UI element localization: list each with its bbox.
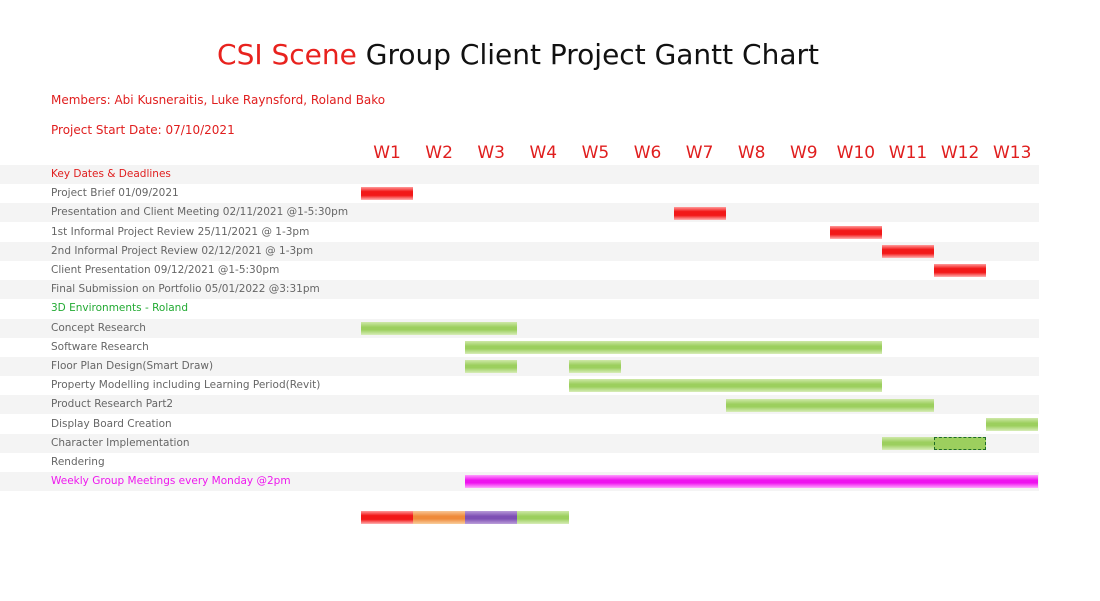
task-label: Character Implementation xyxy=(51,436,190,449)
section-label: Weekly Group Meetings every Monday @2pm xyxy=(51,475,291,488)
start-date-line: Project Start Date: 07/10/2021 xyxy=(51,123,235,137)
section-label: 3D Environments - Roland xyxy=(51,302,189,315)
gantt-bar xyxy=(725,398,935,412)
gantt-bar xyxy=(986,417,1039,431)
gantt-bar xyxy=(569,360,622,374)
title-rest: Group Client Project Gantt Chart xyxy=(356,38,819,71)
week-header: W10 xyxy=(836,143,876,163)
gantt-bar xyxy=(829,225,882,239)
gantt-bar xyxy=(465,475,1039,489)
row-background xyxy=(0,453,1039,472)
gantt-bar xyxy=(934,436,987,450)
task-label: Rendering xyxy=(51,456,105,468)
week-header: W6 xyxy=(633,143,662,163)
task-label: Software Research xyxy=(51,340,149,353)
gantt-bar xyxy=(361,321,518,335)
week-header: W2 xyxy=(425,143,453,163)
row-background xyxy=(0,280,1039,300)
row-background xyxy=(0,241,1039,261)
week-header: W13 xyxy=(992,143,1032,163)
gantt-bar xyxy=(673,206,726,220)
legend-color-bar xyxy=(517,511,570,524)
task-label: Concept Research xyxy=(51,321,146,334)
legend-color-bar xyxy=(413,511,466,524)
row-background xyxy=(0,165,1039,184)
week-header: W11 xyxy=(888,143,928,163)
row-background xyxy=(0,318,1039,338)
week-header: W7 xyxy=(685,143,714,163)
row-background xyxy=(0,357,1039,376)
legend-color-bar xyxy=(361,511,414,524)
gantt-bar xyxy=(934,264,987,278)
week-header: W3 xyxy=(477,143,505,163)
task-label: Display Board Creation xyxy=(51,417,172,430)
gantt-bar xyxy=(882,436,935,450)
gantt-bar xyxy=(465,340,882,354)
task-label: Final Submission on Portfolio 05/01/2022… xyxy=(51,283,320,296)
task-label: Floor Plan Design(Smart Draw) xyxy=(51,360,214,372)
gantt-bar xyxy=(569,379,882,393)
gantt-bar xyxy=(465,360,518,374)
week-header: W4 xyxy=(529,143,558,163)
task-label: Client Presentation 09/12/2021 @1-5:30pm xyxy=(51,264,280,276)
title-project-name: CSI Scene xyxy=(217,38,357,71)
week-header: W12 xyxy=(940,143,980,163)
gantt-bar xyxy=(361,187,414,201)
task-label: 1st Informal Project Review 25/11/2021 @… xyxy=(51,225,310,238)
chart-title: CSI Scene Group Client Project Gantt Cha… xyxy=(0,38,1036,71)
task-label: Project Brief 01/09/2021 xyxy=(51,187,179,200)
row-background xyxy=(0,433,1039,453)
task-label: 2nd Informal Project Review 02/12/2021 @… xyxy=(51,244,314,257)
task-label: Product Research Part2 xyxy=(51,398,174,411)
section-label: Key Dates & Deadlines xyxy=(51,168,171,180)
row-background xyxy=(0,203,1039,223)
week-header: W8 xyxy=(737,143,766,163)
week-header: W9 xyxy=(789,143,818,163)
week-header: W1 xyxy=(373,143,401,163)
task-label: Property Modelling including Learning Pe… xyxy=(51,379,321,392)
members-line: Members: Abi Kusneraitis, Luke Raynsford… xyxy=(51,93,386,107)
task-label: Presentation and Client Meeting 02/11/20… xyxy=(51,206,349,219)
gantt-bar xyxy=(882,244,935,258)
week-header: W5 xyxy=(581,143,610,163)
legend-color-bar xyxy=(465,511,518,524)
